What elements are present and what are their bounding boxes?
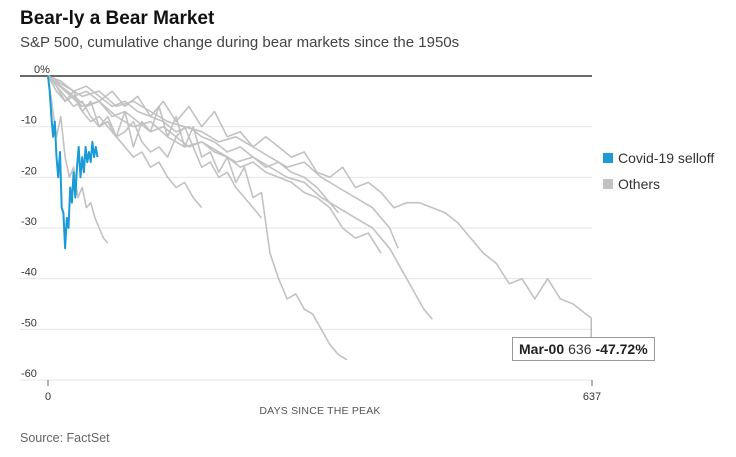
y-tick-label: -50 [21,317,37,329]
y-tick-label: -30 [21,216,37,228]
series-lines [47,75,592,361]
x-tick-label: 0 [45,391,51,403]
chart-subtitle: S&P 500, cumulative change during bear m… [20,34,460,51]
series-line-other[interactable] [47,75,109,244]
grid-lines [20,75,592,381]
series-line-covid[interactable] [47,75,99,250]
x-axis-label: DAYS SINCE THE PEAK [259,405,380,417]
tooltip-value: -47.72% [595,341,648,357]
y-tick-label: -60 [21,368,37,380]
legend-item-others: Others [603,176,660,192]
series-line-other[interactable] [47,75,399,249]
y-tick-label: -10 [21,115,37,127]
series-line-other[interactable] [47,75,203,209]
series-line-other[interactable] [47,75,263,219]
x-tick-label: 637 [583,391,601,403]
tooltip-label: Mar-00 [519,341,565,357]
y-axis-ticks: 0% -10 -20 -30 -40 -50 -60 [21,64,50,380]
series-line-other[interactable] [47,75,348,361]
legend-label-covid: Covid-19 selloff [618,150,715,166]
chart-title: Bear-ly a Bear Market [20,8,215,29]
legend-item-covid: Covid-19 selloff [603,150,714,166]
legend-swatch-others [603,179,613,189]
tooltip-day: 636 [568,341,592,357]
series-line-other[interactable] [47,75,592,319]
y-tick-label: -20 [21,165,37,177]
legend-label-others: Others [618,176,661,192]
y-tick-label: 0% [34,64,50,76]
legend-swatch-covid [603,153,613,163]
source-note: Source: FactSet [20,431,110,445]
x-axis-ticks: 0 637 [45,380,601,403]
series-line-other[interactable] [47,75,382,254]
series-line-other[interactable] [47,75,340,214]
hover-tooltip: Mar-00 636 -47.72% [512,337,655,361]
y-tick-label: -40 [21,267,37,279]
series-line-other[interactable] [47,75,433,320]
